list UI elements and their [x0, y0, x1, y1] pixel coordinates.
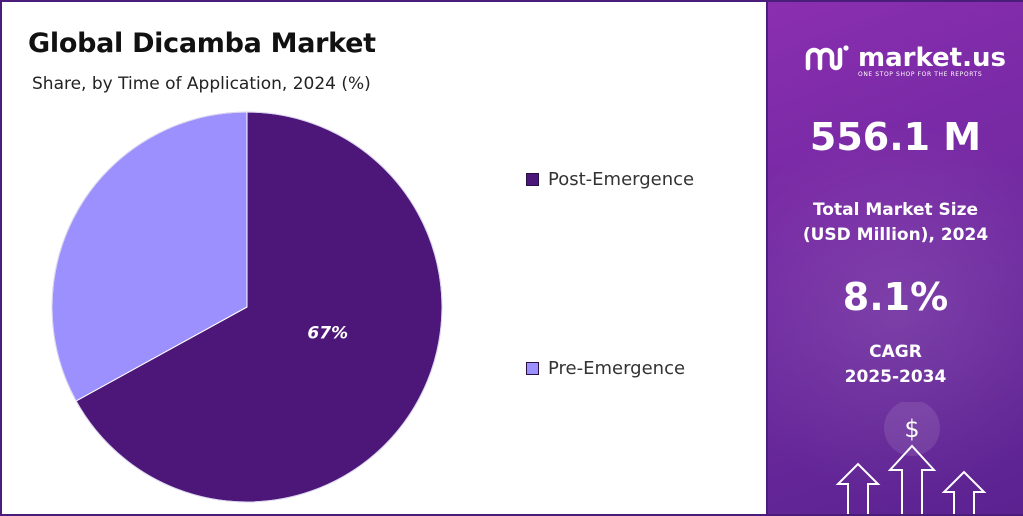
arrow-up-icon — [941, 470, 987, 514]
market-size-value: 556.1 M — [809, 115, 982, 159]
legend-label: Pre-Emergence — [548, 358, 686, 379]
legend-item-pre-emergence: Pre-Emergence — [526, 358, 685, 379]
brand-logo: market.us — [804, 42, 1006, 74]
coin-circle-icon — [884, 402, 940, 456]
cagr-value: 8.1% — [842, 275, 949, 319]
arrow-up-icon — [887, 444, 937, 514]
dollar-icon: $ — [904, 415, 919, 443]
cagr-label-line1: CAGR — [869, 342, 922, 362]
legend-swatch — [526, 362, 539, 375]
arrow-up-icon — [835, 462, 881, 514]
market-size-label-line2: (USD Million), 2024 — [802, 225, 989, 245]
legend-label: Post-Emergence — [548, 169, 695, 190]
pie-chart: 67% — [51, 111, 443, 503]
chart-subtitle: Share, by Time of Application, 2024 (%) — [32, 74, 371, 94]
brand-name: market.us — [858, 43, 1006, 73]
panel-divider — [766, 2, 768, 514]
legend-swatch — [526, 173, 539, 186]
chart-title: Global Dicamba Market — [28, 28, 376, 59]
market-size-label: Total Market Size (USD Million), 2024 — [768, 198, 1023, 248]
brand-tagline: ONE STOP SHOP FOR THE REPORTS — [858, 71, 983, 78]
background-glow — [768, 122, 1023, 502]
cagr-label: CAGR 2025-2034 — [768, 340, 1023, 390]
market-size-label-line1: Total Market Size — [812, 200, 979, 220]
summary-panel: market.us ONE STOP SHOP FOR THE REPORTS … — [768, 2, 1023, 514]
market-us-logo-icon — [805, 45, 849, 71]
cagr-label-line2: 2025-2034 — [844, 367, 947, 387]
chart-panel: Global Dicamba Market Share, by Time of … — [2, 2, 766, 514]
pie-data-label: 67% — [307, 324, 348, 344]
pie-outline — [51, 111, 443, 503]
growth-arrows-decoration: $ — [835, 402, 987, 514]
legend-item-post-emergence: Post-Emergence — [526, 169, 694, 190]
